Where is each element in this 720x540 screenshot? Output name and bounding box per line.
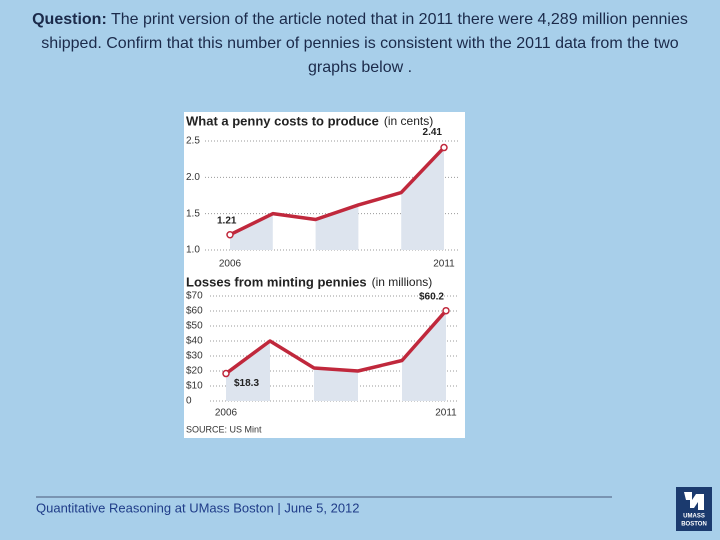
question-label: Question: (32, 11, 107, 28)
data-line (229, 146, 446, 237)
chart-title: What a penny costs to produce (186, 113, 379, 128)
point-marker (222, 369, 230, 378)
y-tick-label: 2.0 (186, 172, 200, 183)
area-shade (401, 147, 444, 250)
value-label: $18.3 (234, 378, 259, 389)
question-text: The print version of the article noted t… (41, 11, 688, 76)
x-tick-label: 2011 (433, 259, 455, 270)
point-marker (226, 230, 234, 239)
source-note: SOURCE: US Mint (186, 424, 262, 434)
y-tick-label: $20 (186, 366, 203, 377)
x-tick-label: 2006 (215, 408, 238, 419)
logo-text: UMASS (683, 514, 705, 520)
y-tick-label: $30 (186, 351, 203, 362)
value-label: $60.2 (419, 291, 444, 302)
y-tick-label: 1.5 (186, 208, 200, 219)
value-label: 1.21 (217, 215, 237, 226)
point-marker (442, 306, 450, 315)
value-label: 2.41 (423, 127, 443, 138)
y-tick-label: $70 (186, 291, 203, 302)
chart-title: Losses from minting pennies (186, 274, 367, 289)
y-tick-label: 1.0 (186, 245, 200, 256)
x-tick-label: 2006 (219, 259, 242, 270)
point-marker (440, 143, 448, 152)
logo-text: BOSTON (681, 522, 707, 528)
y-tick-label: $50 (186, 321, 203, 332)
footer-text: Quantitative Reasoning at UMass Boston |… (36, 500, 360, 515)
area-shade (402, 310, 446, 401)
chart-units: (in cents) (384, 114, 433, 128)
data-line (224, 309, 448, 375)
chart-units: (in millions) (372, 275, 433, 289)
logo (676, 487, 712, 531)
y-tick-label: $10 (186, 381, 203, 392)
question: Question: The print version of the artic… (30, 8, 690, 80)
x-tick-label: 2011 (435, 408, 457, 419)
logo-mark (684, 492, 704, 510)
area-shade (314, 368, 358, 401)
y-tick-label: $40 (186, 336, 203, 347)
area-shade (230, 213, 273, 250)
area-shade (226, 341, 270, 401)
y-tick-label: $60 (186, 306, 203, 317)
y-tick-label: 0 (186, 396, 192, 407)
y-tick-label: 2.5 (186, 136, 200, 147)
